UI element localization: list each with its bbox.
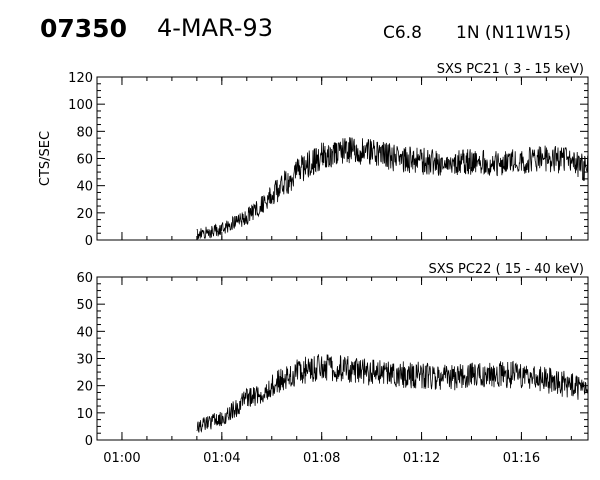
flare-location: 1N (N11W15) (456, 23, 571, 43)
y-tick-label: 50 (76, 298, 93, 313)
y-tick-label: 100 (68, 98, 93, 113)
y-tick-label: 0 (85, 434, 93, 449)
chart-panel-2: 0 10 20 30 40 50 60 01:00 01:04 01:08 01:12 01:16 SX… (76, 262, 589, 466)
x-tick-label: 01:04 (203, 451, 240, 466)
y-tick-label: 40 (76, 325, 93, 340)
y-tick-label: 60 (76, 153, 93, 168)
panel-title: SXS PC22 ( 15 - 40 keV) (428, 262, 584, 277)
y-tick-label: 40 (76, 180, 93, 195)
x-tick-label: 01:12 (403, 451, 440, 466)
x-tick-label: 01:00 (103, 451, 140, 466)
y-tick-label: 0 (85, 234, 93, 249)
y-tick-label: 20 (76, 380, 93, 395)
series-line (196, 354, 589, 433)
plot-frame (96, 276, 589, 441)
y-tick-label: 80 (76, 125, 93, 140)
flare-class: C6.8 (383, 23, 422, 43)
panel-title: SXS PC21 ( 3 - 15 keV) (437, 62, 584, 77)
y-tick-label: 120 (68, 71, 93, 86)
y-axis-label: CTS/SEC (38, 131, 53, 186)
y-tick-label: 10 (76, 407, 93, 422)
x-tick-label: 01:08 (303, 451, 340, 466)
y-tick-label: 60 (76, 271, 93, 286)
y-tick-label: 20 (76, 207, 93, 222)
x-tick-label: 01:16 (503, 451, 540, 466)
series-line (196, 137, 589, 240)
event-date: 4-MAR-93 (157, 14, 273, 42)
chart-panel-1: 0 20 40 60 80 100 120 SXS PC21 ( 3 - 15 keV) CTS… (38, 62, 589, 249)
event-number: 07350 (40, 14, 127, 43)
y-tick-label: 30 (76, 353, 93, 368)
